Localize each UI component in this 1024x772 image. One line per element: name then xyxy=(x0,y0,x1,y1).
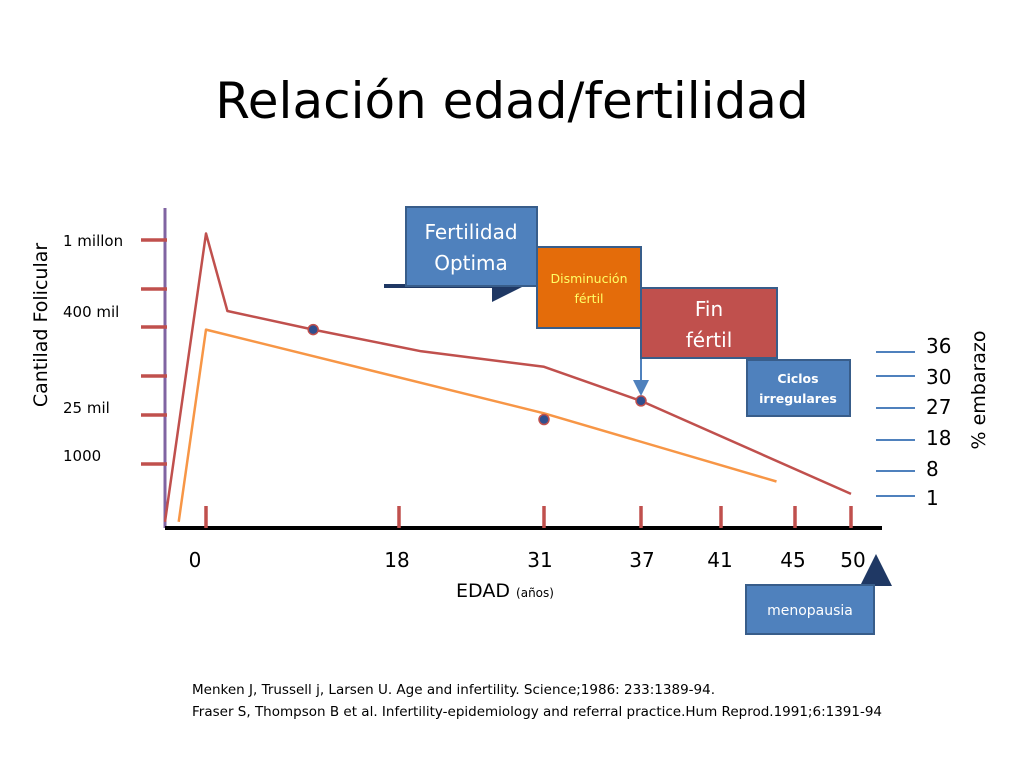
reference-2: Fraser S, Thompson B et al. Infertility-… xyxy=(192,704,882,720)
left-tick-marks xyxy=(141,238,167,466)
y-axis-title-right: % embarazo xyxy=(968,330,990,449)
annotation-text: Disminución xyxy=(550,271,627,286)
pct-label: 8 xyxy=(926,457,939,481)
pct-label: 18 xyxy=(926,426,951,450)
series-marker xyxy=(307,323,319,336)
annotation-menopausia: menopausia xyxy=(745,584,875,635)
series-line-follicle xyxy=(163,232,852,522)
annotation-text: Optima xyxy=(434,251,508,275)
annotation-box xyxy=(746,359,851,417)
annotation-text: Ciclos xyxy=(777,371,818,386)
y-axis-title-left: Cantilad Folicular xyxy=(30,243,52,408)
annotation-text: menopausia xyxy=(767,603,853,619)
annotation-text: Fin xyxy=(695,297,723,321)
x-axis-title: EDAD (años) xyxy=(456,580,554,602)
y-tick-label: 400 mil xyxy=(63,303,119,321)
pct-scale: 36 30 27 18 8 1 xyxy=(876,334,951,510)
x-tick-label: 50 xyxy=(840,548,865,572)
x-tick-label: 18 xyxy=(384,548,409,572)
series-line-pregnancy xyxy=(177,328,777,522)
pct-label: 36 xyxy=(926,334,951,358)
annotation-text: irregulares xyxy=(759,391,837,406)
annotation-box xyxy=(640,287,778,359)
annotation-box xyxy=(745,584,875,635)
annotation-text: fértil xyxy=(574,291,603,306)
pct-label: 1 xyxy=(926,486,939,510)
x-axis-title-unit: (años) xyxy=(516,586,554,600)
x-tick-marks xyxy=(204,506,853,528)
x-tick-label: 31 xyxy=(527,548,552,572)
y-tick-label: 1000 xyxy=(63,447,101,465)
series-layer xyxy=(163,232,852,522)
annotation-text: fértil xyxy=(686,328,733,352)
y-tick-label: 25 mil xyxy=(63,399,110,417)
annotation-ciclos-irregulares: Ciclos irregulares xyxy=(746,359,851,417)
pct-label: 27 xyxy=(926,395,951,419)
series-marker xyxy=(538,413,550,426)
y-tick-label: 1 millon xyxy=(63,232,123,250)
x-tick-label: 41 xyxy=(707,548,732,572)
pct-label: 30 xyxy=(926,365,951,389)
annotation-fertilidad-optima: Fertilidad Optima xyxy=(405,206,538,287)
x-tick-label: 37 xyxy=(629,548,654,572)
annotation-text: Fertilidad xyxy=(424,220,517,244)
x-tick-label: 45 xyxy=(780,548,805,572)
x-axis-title-main: EDAD xyxy=(456,580,510,602)
series-marker xyxy=(635,395,647,407)
chart-title: Relación edad/fertilidad xyxy=(215,72,808,130)
x-tick-label: 0 xyxy=(189,548,202,572)
reference-1: Menken J, Trussell j, Larsen U. Age and … xyxy=(192,682,715,698)
annotation-disminucion-fertil: Disminución fértil xyxy=(536,246,642,329)
annotation-box xyxy=(536,246,642,329)
annotation-fin-fertil: Fin fértil xyxy=(640,287,778,359)
